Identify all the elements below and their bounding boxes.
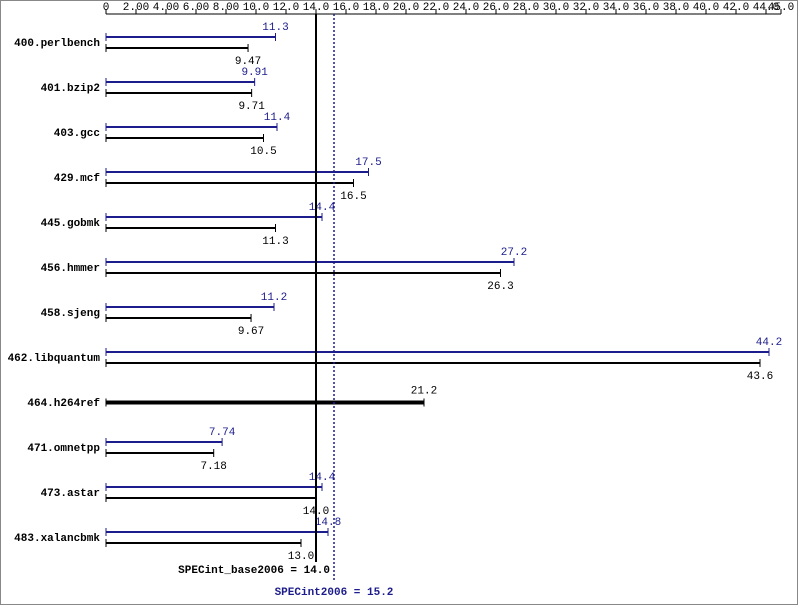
x-tick-label: 45.0 [768,2,794,14]
x-tick-label: 20.0 [393,2,419,14]
x-tick-label: 12.0 [273,2,299,14]
x-tick-label: 0 [103,2,110,14]
x-tick-label: 36.0 [633,2,659,14]
x-tick-label: 32.0 [573,2,599,14]
category-label: 483.xalancbmk [14,533,100,545]
peak-value-label: 14.8 [315,517,341,529]
peak-value-label: 11.4 [264,112,291,124]
category-label: 456.hmmer [41,263,100,275]
category-label: 403.gcc [54,128,100,140]
category-label: 473.astar [41,488,100,500]
x-tick-label: 2.00 [123,2,149,14]
peak-value-label: 11.2 [261,292,287,304]
base-value-label: 10.5 [250,146,276,158]
x-tick-label: 14.0 [303,2,329,14]
base-value-label: 13.0 [288,551,314,563]
x-tick-label: 18.0 [363,2,389,14]
peak-value-label: 27.2 [501,247,527,259]
reference-label: SPECint_base2006 = 14.0 [178,565,330,577]
category-label: 445.gobmk [41,218,101,230]
category-label: 462.libquantum [8,353,101,365]
base-value-label: 9.71 [238,101,265,113]
base-value-label: 7.18 [200,461,226,473]
x-tick-label: 4.00 [153,2,179,14]
x-tick-label: 26.0 [483,2,509,14]
category-label: 471.omnetpp [27,443,100,455]
x-tick-label: 34.0 [603,2,629,14]
peak-value-label: 9.91 [241,67,268,79]
reference-label: SPECint2006 = 15.2 [275,587,394,599]
peak-value-label: 17.5 [355,157,381,169]
base-value-label: 21.2 [411,385,437,397]
base-value-label: 43.6 [747,371,773,383]
x-tick-label: 30.0 [543,2,569,14]
peak-value-label: 7.74 [209,427,236,439]
x-tick-label: 16.0 [333,2,359,14]
base-value-label: 9.47 [235,56,261,68]
category-label: 429.mcf [54,173,101,185]
x-tick-label: 10.0 [243,2,269,14]
x-tick-label: 42.0 [723,2,749,14]
category-label: 400.perlbench [14,38,100,50]
x-tick-label: 24.0 [453,2,479,14]
peak-value-label: 11.3 [262,22,288,34]
category-label: 464.h264ref [27,398,100,410]
peak-value-label: 14.4 [309,202,336,214]
base-value-label: 26.3 [487,281,513,293]
x-tick-label: 40.0 [693,2,719,14]
category-label: 458.sjeng [41,308,100,320]
peak-value-label: 44.2 [756,337,782,349]
x-tick-label: 44.0 [753,2,779,14]
peak-value-label: 14.4 [309,472,336,484]
x-tick-label: 8.00 [213,2,239,14]
base-value-label: 16.5 [340,191,366,203]
base-value-label: 9.67 [238,326,264,338]
base-value-label: 11.3 [262,236,288,248]
x-tick-label: 6.00 [183,2,209,14]
x-tick-label: 28.0 [513,2,539,14]
category-label: 401.bzip2 [41,83,100,95]
x-tick-label: 38.0 [663,2,689,14]
x-tick-label: 22.0 [423,2,449,14]
